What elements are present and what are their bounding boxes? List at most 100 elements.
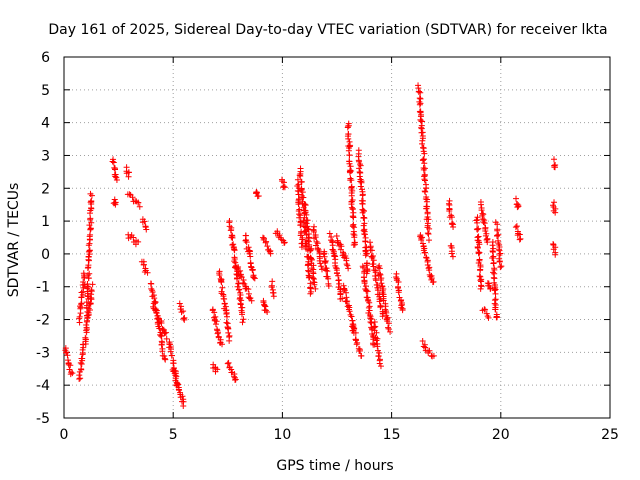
data-point [361,280,368,287]
data-point [352,329,359,336]
x-axis-title: GPS time / hours [276,458,393,474]
data-point [360,274,367,281]
data-point [358,352,365,359]
data-point [333,269,340,276]
data-point [350,214,357,221]
data-point [326,230,333,237]
data-point [421,160,428,167]
data-points [62,82,559,410]
y-tick-label: -5 [36,411,50,427]
data-point [267,250,274,257]
data-point [346,158,353,165]
data-point [341,287,348,294]
data-point [332,262,339,269]
data-point [297,222,304,229]
data-point [368,253,375,260]
data-point [484,239,491,246]
y-tick-label: -4 [36,378,50,394]
data-point [226,217,233,224]
data-point [423,205,430,212]
data-point [378,280,385,287]
data-point [214,366,221,373]
data-point [481,220,488,227]
data-point [77,375,84,382]
data-point [345,265,352,272]
data-point [274,228,281,235]
data-point [489,254,496,261]
data-point [422,177,428,184]
data-point [349,223,356,230]
data-point [477,201,484,208]
data-point [162,356,169,363]
data-point [423,184,430,191]
data-point [363,260,370,267]
data-point [312,285,319,292]
data-point [87,306,94,313]
data-point [80,278,87,285]
data-point [236,286,243,293]
data-point [336,280,343,287]
data-point [337,290,344,297]
data-point [430,352,437,359]
data-point [493,233,500,240]
data-point [81,281,88,288]
data-point [333,232,340,239]
data-point [152,306,159,313]
data-point [148,285,155,292]
data-point [474,237,481,244]
data-point [181,314,188,321]
data-point [141,269,148,276]
data-point [474,219,481,226]
data-point [497,250,504,257]
data-point [218,279,225,286]
data-point [178,309,185,316]
data-point [426,225,433,232]
data-point [226,337,233,344]
data-point [319,266,326,273]
data-point [346,152,353,159]
data-point [297,173,304,180]
y-tick-label: 3 [41,148,50,164]
data-point [338,243,345,250]
data-point [229,234,236,241]
data-point [449,253,456,260]
data-point [78,294,85,301]
data-point [360,214,367,221]
data-point [295,191,302,198]
data-point [213,326,220,333]
data-point [112,173,119,180]
data-point [223,319,230,326]
data-point [281,239,288,246]
data-point [352,336,359,343]
data-point [154,312,161,319]
data-point [334,239,341,246]
data-point [140,261,147,268]
data-point [476,249,483,256]
data-point [366,239,373,246]
data-point [129,194,136,201]
data-point [348,198,355,205]
data-point [231,247,238,254]
data-point [235,263,242,270]
data-point [426,267,433,274]
data-point [370,263,377,270]
data-point [367,313,374,320]
data-point [340,282,347,289]
data-point [212,321,219,328]
data-point [343,298,350,305]
data-point [485,314,492,321]
data-point [427,273,434,280]
data-point [305,261,312,268]
data-point [84,272,91,279]
data-point [254,193,261,200]
data-point [348,190,355,197]
data-point [351,241,358,248]
data-point [347,142,354,149]
data-point [474,214,481,221]
data-point [387,328,394,335]
data-point [365,304,372,311]
data-point [354,339,361,346]
data-point [78,301,85,308]
data-point [395,278,402,285]
data-point [240,277,247,284]
